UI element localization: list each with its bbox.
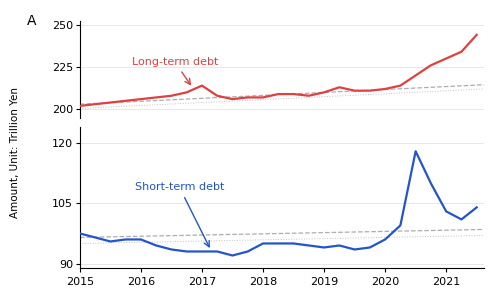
Text: Amount, Unit: Trillion Yen: Amount, Unit: Trillion Yen xyxy=(10,87,20,217)
Text: A: A xyxy=(27,14,37,28)
Text: Long-term debt: Long-term debt xyxy=(132,57,218,85)
Text: Short-term debt: Short-term debt xyxy=(135,182,224,247)
